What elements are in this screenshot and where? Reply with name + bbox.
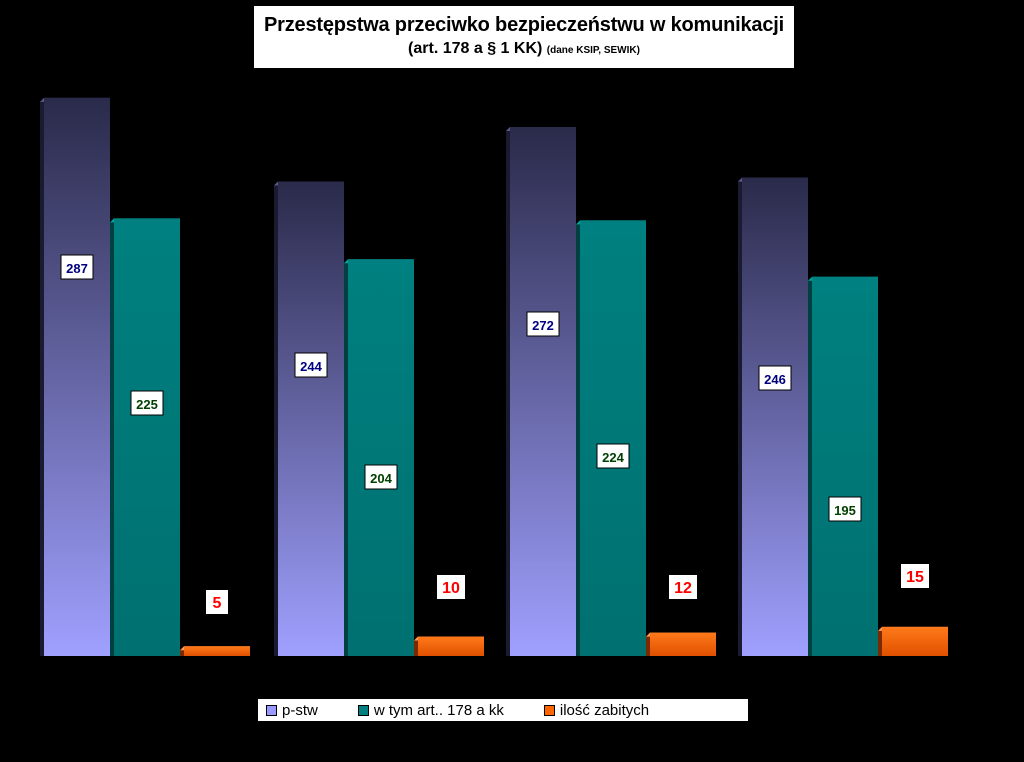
data-label: 204	[370, 471, 392, 486]
chart-subtitle-source: (dane KSIP, SEWIK)	[546, 45, 640, 56]
data-label: 246	[764, 372, 786, 387]
data-label-box	[206, 590, 228, 614]
data-label: 225	[136, 397, 158, 412]
bar-side-0-0	[40, 97, 44, 657]
bar-ilosc-zabitych-2	[650, 632, 716, 656]
bar-p-stw-0	[44, 97, 110, 657]
legend: p-stw w tym art.. 178 a kk ilość zabityc…	[258, 699, 748, 721]
bar-art-178a-0	[114, 218, 180, 656]
data-label: 10	[442, 580, 460, 597]
legend-label: w tym art.. 178 a kk	[373, 701, 504, 719]
data-label: 244	[300, 359, 322, 374]
bar-side-2-3	[878, 626, 882, 656]
bar-side-1-3	[808, 276, 812, 656]
data-label-box	[60, 254, 94, 280]
bar-p-stw-1	[278, 181, 344, 656]
bar-side-0-1	[274, 181, 278, 656]
chart-subtitle-main: (art. 178 a § 1 KK)	[408, 40, 543, 57]
legend-item-ilosc-zabitych: ilość zabitych	[543, 701, 650, 719]
data-label: 15	[906, 569, 924, 586]
data-label-box	[294, 352, 328, 378]
bar-art-178a-1	[348, 259, 414, 656]
legend-label: ilość zabitych	[559, 701, 650, 719]
chart-title: Przestępstwa przeciwko bezpieczeństwu w …	[254, 6, 794, 68]
bar-side-1-2	[576, 220, 580, 656]
data-label-box	[758, 365, 792, 391]
legend-swatch	[543, 704, 555, 716]
legend-swatch	[266, 704, 277, 716]
data-label-box	[437, 575, 465, 599]
data-label: 195	[834, 503, 856, 518]
data-label-box	[364, 464, 398, 490]
data-label-box	[828, 496, 862, 522]
data-label-box	[130, 390, 164, 416]
bar-p-stw-3	[742, 177, 808, 656]
bar-ilosc-zabitych-0	[184, 646, 250, 656]
data-label: 272	[532, 318, 554, 333]
data-label-box	[901, 564, 929, 588]
bar-side-2-2	[646, 632, 650, 656]
bar-side-1-0	[110, 218, 114, 656]
bar-p-stw-2	[510, 127, 576, 656]
data-label-box	[596, 443, 630, 469]
data-label: 5	[213, 595, 222, 612]
data-label: 12	[674, 580, 692, 597]
bar-side-1-1	[344, 259, 348, 656]
legend-item-p-stw: p-stw	[266, 702, 318, 719]
data-label: 224	[602, 450, 624, 465]
data-label-box	[526, 311, 560, 337]
data-label: 287	[66, 261, 88, 276]
bar-side-2-1	[414, 636, 418, 656]
legend-item-art-178a: w tym art.. 178 a kk	[357, 701, 504, 719]
chart-subtitle: (art. 178 a § 1 KK) (dane KSIP, SEWIK)	[254, 40, 794, 58]
bar-ilosc-zabitych-3	[882, 626, 948, 656]
data-label-box	[669, 575, 697, 599]
bar-side-0-2	[506, 127, 510, 656]
bar-art-178a-2	[580, 220, 646, 656]
legend-label: p-stw	[282, 701, 318, 719]
bar-art-178a-3	[812, 276, 878, 656]
legend-swatch	[357, 704, 369, 716]
bar-side-0-3	[738, 177, 742, 656]
chart-title-main: Przestępstwa przeciwko bezpieczeństwu w …	[264, 14, 784, 36]
bar-ilosc-zabitych-1	[418, 636, 484, 656]
